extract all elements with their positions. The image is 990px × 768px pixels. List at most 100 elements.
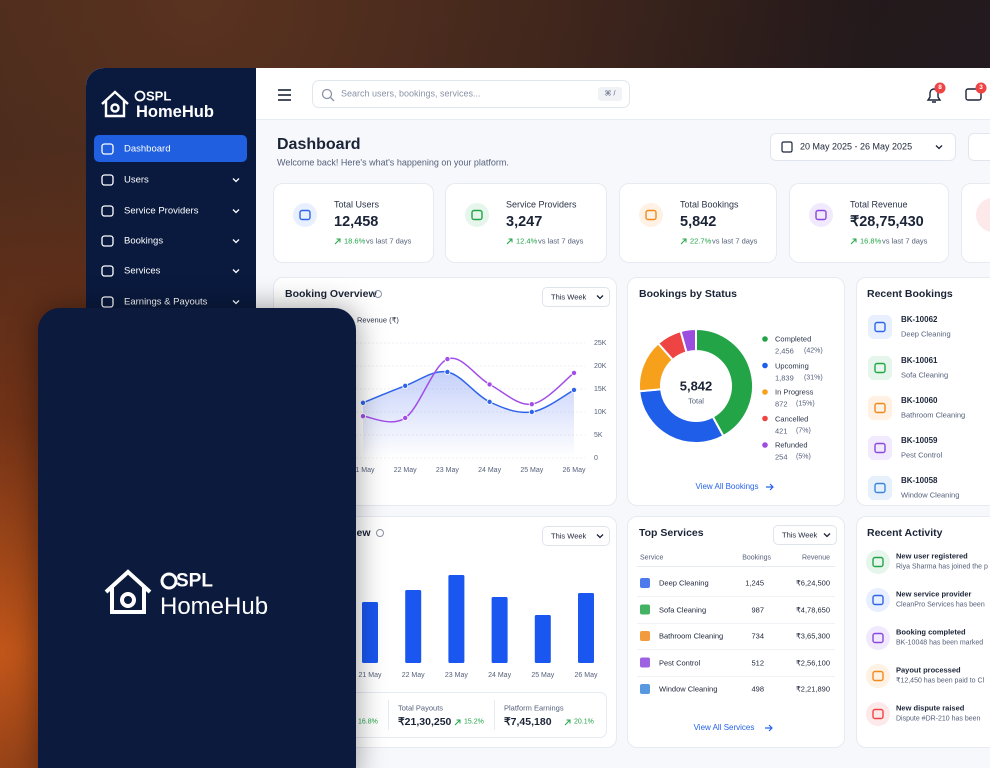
stat-label: Total Revenue (850, 199, 908, 210)
service-bookings: 1,245 (745, 578, 764, 588)
service-bookings: 987 (751, 604, 764, 614)
stat-value: 3,247 (506, 213, 543, 230)
booking-id: BK-10062 (901, 315, 938, 324)
stat-change: 12.4% (516, 236, 538, 246)
filter-dropdown[interactable] (542, 287, 610, 307)
filter-dropdown[interactable] (773, 525, 837, 545)
stat-note: vs last 7 days (882, 236, 928, 246)
service-bookings: 734 (751, 631, 764, 641)
nav-item[interactable]: Earnings & Payouts (124, 296, 208, 308)
brand: HomeHub (136, 102, 214, 121)
service-bookings: 498 (751, 684, 764, 694)
activity-detail: Dispute #DR-210 has been (896, 715, 981, 723)
legend-label: In Progress (775, 387, 814, 397)
service-revenue: ₹2,21,890 (796, 684, 830, 694)
booking-service: Bathroom Cleaning (901, 410, 966, 420)
link[interactable]: View All Services (693, 723, 755, 732)
stat-value: 12,458 (334, 213, 379, 230)
search-box[interactable] (312, 80, 630, 108)
link[interactable]: View All Bookings (695, 482, 759, 491)
activity-detail: BK-10048 has been marked (896, 639, 984, 647)
service-name: Bathroom Cleaning (659, 631, 724, 641)
table-head-rule (637, 566, 835, 567)
stat-label: Total Users (334, 199, 380, 210)
legend-percent: (42%) (804, 347, 823, 355)
service-name: Sofa Cleaning (659, 604, 707, 614)
date-picker[interactable] (770, 133, 956, 161)
booking-id: BK-10060 (901, 396, 938, 405)
legend-label: Upcoming (775, 360, 809, 370)
summary-value: ₹21,30,250 (398, 715, 452, 728)
card-title: Recent Bookings (867, 287, 953, 300)
legend-label: Refunded (775, 440, 808, 450)
stat-label: Service Providers (506, 199, 577, 210)
activity-title: New user registered (896, 551, 968, 561)
legend-label: Cancelled (775, 413, 809, 423)
shortcut: ⌘ / (604, 90, 616, 98)
activity-title: New service provider (896, 589, 972, 599)
search-placeholder: Search users, bookings, services... (341, 88, 481, 99)
card-title: Booking Overview (285, 287, 377, 300)
summary-change: 15.2% (464, 718, 484, 726)
donut-total: 5,842 (679, 378, 713, 394)
column-header: Service (640, 554, 664, 562)
brand-prefix: SPL (146, 88, 172, 104)
service-name: Window Cleaning (659, 684, 718, 694)
booking-service: Deep Cleaning (901, 329, 951, 339)
nav-item[interactable]: Services (124, 265, 161, 277)
filter-label[interactable]: This Week (551, 292, 587, 302)
legend-percent: (31%) (804, 374, 823, 381)
stat-change: 18.6% (344, 236, 366, 246)
service-revenue: ₹3,65,300 (796, 631, 830, 641)
activity-title: Booking completed (896, 627, 966, 637)
filter-dropdown[interactable] (542, 526, 610, 546)
nav-item[interactable]: Bookings (124, 235, 164, 247)
filter-label[interactable]: This Week (782, 530, 818, 540)
nav-item[interactable]: Service Providers (124, 205, 199, 217)
legend-label: Completed (775, 334, 812, 344)
nav-active[interactable] (94, 135, 247, 162)
legend-value: 2,456 (775, 346, 794, 356)
service-revenue: ₹4,78,650 (796, 604, 830, 614)
nav-item[interactable]: Dashboard (124, 143, 171, 155)
row-rule (637, 622, 835, 624)
nav-item[interactable]: Users (124, 174, 149, 186)
download-button[interactable] (968, 133, 990, 161)
card-title: Bookings by Status (639, 287, 738, 300)
column-header: Revenue (801, 554, 830, 562)
booking-service: Pest Control (901, 450, 943, 460)
activity-detail: ₹12,450 has been paid to Cl (896, 677, 985, 685)
brand: HomeHub (160, 593, 269, 620)
service-bookings: 512 (751, 657, 764, 667)
service-revenue: ₹6,24,500 (796, 578, 830, 588)
divider (494, 700, 495, 730)
summary-value: ₹7,45,180 (504, 715, 552, 728)
brand-logo (104, 569, 178, 614)
summary-label: Platform Earnings (504, 703, 564, 713)
activity-detail: CleanPro Services has been (896, 601, 985, 609)
stat-change: 16.8% (860, 236, 882, 246)
card (627, 516, 845, 748)
stat-note: vs last 7 days (712, 236, 758, 246)
brand-card: SPL HomeHub (38, 308, 356, 768)
booking-id: BK-10059 (901, 436, 938, 445)
date-range[interactable]: 20 May 2025 - 26 May 2025 (800, 141, 913, 152)
row-rule (637, 596, 835, 597)
page-title: Dashboard (277, 136, 361, 153)
summary-label: Total Payouts (398, 703, 444, 713)
stat-change: 22.7% (690, 236, 712, 246)
row-rule (637, 649, 835, 650)
legend-value: 872 (775, 399, 788, 409)
row-rule (637, 675, 835, 677)
column-header: Bookings (742, 554, 771, 562)
booking-service: Sofa Cleaning (901, 370, 949, 380)
filter-label[interactable]: This Week (551, 531, 587, 541)
legend-percent: (15%) (796, 400, 815, 408)
booking-id: BK-10058 (901, 476, 938, 485)
summary-change: 16.8% (358, 718, 378, 726)
legend-label: Revenue (₹) (357, 315, 399, 325)
stat-value: 5,842 (680, 213, 717, 230)
activity-detail: Riya Sharma has joined the p (896, 563, 988, 571)
stat-note: vs last 7 days (366, 236, 412, 246)
